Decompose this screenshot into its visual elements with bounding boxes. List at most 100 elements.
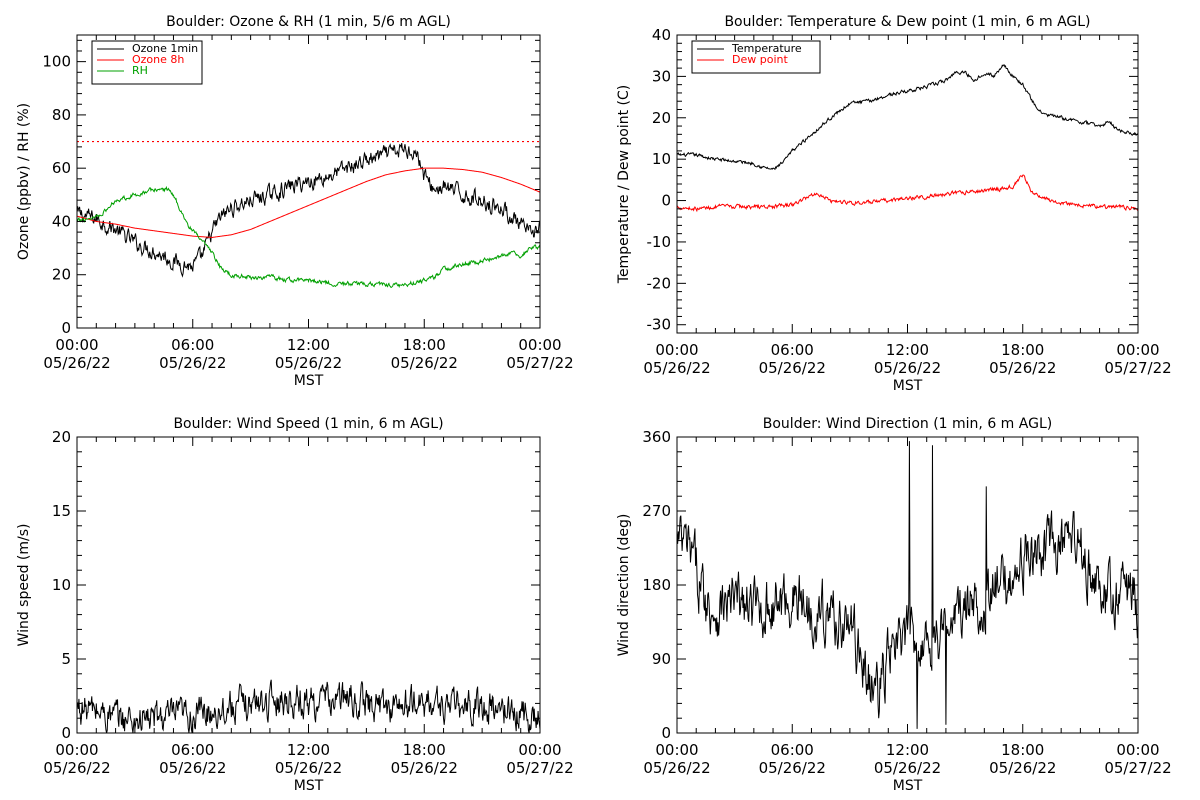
x-tick-time: 12:00 [287, 336, 330, 354]
legend-label: RH [132, 64, 148, 77]
x-tick-date: 05/27/22 [1104, 359, 1171, 377]
y-tick-label: 0 [61, 724, 71, 742]
y-tick-label: -30 [647, 316, 672, 334]
x-tick-date: 05/26/22 [43, 759, 110, 777]
x-tick-date: 05/26/22 [643, 359, 710, 377]
y-tick-label: 360 [642, 428, 671, 446]
plot-area [677, 441, 1138, 729]
x-tick-date: 05/26/22 [759, 759, 826, 777]
legend-label: Dew point [732, 53, 788, 66]
x-tick-time: 18:00 [1001, 341, 1044, 359]
panel-wind_dir: Boulder: Wind Direction (1 min, 6 m AGL)… [616, 416, 1172, 794]
y-tick-label: 20 [652, 109, 671, 127]
y-tick-label: 180 [642, 576, 671, 594]
y-axis-label: Wind direction (deg) [616, 514, 632, 657]
x-tick-time: 06:00 [171, 336, 214, 354]
x-tick-time: 00:00 [518, 741, 561, 759]
x-tick-date: 05/26/22 [275, 354, 342, 372]
x-tick-date: 05/26/22 [391, 759, 458, 777]
x-axis-label: MST [893, 378, 923, 394]
x-tick-time: 18:00 [403, 741, 446, 759]
y-tick-label: 30 [652, 67, 671, 85]
x-tick-time: 00:00 [655, 341, 698, 359]
y-tick-label: -20 [647, 274, 672, 292]
plot-area [677, 64, 1138, 213]
y-tick-label: 10 [652, 150, 671, 168]
legend-label: Ozone 8h [132, 53, 184, 66]
x-tick-time: 06:00 [771, 341, 814, 359]
y-axis-label: Temperature / Dew point (C) [616, 85, 632, 284]
y-tick-label: 0 [661, 724, 671, 742]
panel-wind_speed: Boulder: Wind Speed (1 min, 6 m AGL) 0 5 10… [16, 416, 574, 794]
chart-title: Boulder: Wind Direction (1 min, 6 m AGL) [763, 416, 1052, 432]
y-tick-label: 0 [661, 192, 671, 210]
x-tick-date: 05/26/22 [391, 354, 458, 372]
legend-label: Ozone 1min [132, 42, 198, 55]
series-ozone-1min [77, 143, 540, 278]
x-tick-date: 05/27/22 [506, 354, 573, 372]
chart-title: Boulder: Temperature & Dew point (1 min,… [724, 14, 1090, 30]
y-axis-label: Wind speed (m/s) [16, 524, 32, 647]
series-temperature [677, 64, 1138, 171]
series-wind_dir [677, 441, 1138, 729]
series-ozone-8h [77, 167, 540, 238]
x-tick-date: 05/26/22 [874, 759, 941, 777]
y-tick-label: 10 [52, 576, 71, 594]
chart-title: Boulder: Wind Speed (1 min, 6 m AGL) [173, 416, 443, 432]
y-tick-label: 15 [52, 502, 71, 520]
plot-area [77, 143, 540, 289]
y-tick-label: 20 [52, 266, 71, 284]
x-tick-time: 18:00 [1001, 741, 1044, 759]
y-tick-label: 20 [52, 428, 71, 446]
x-tick-date: 05/26/22 [43, 354, 110, 372]
chart-title: Boulder: Ozone & RH (1 min, 5/6 m AGL) [166, 14, 451, 30]
y-tick-label: -10 [647, 233, 672, 251]
axes-frame [676, 34, 1139, 334]
y-tick-label: 0 [61, 319, 71, 337]
y-tick-label: 60 [52, 159, 71, 177]
y-tick-label: 5 [61, 650, 71, 668]
y-tick-label: 270 [642, 502, 671, 520]
panel-temp_dew: Boulder: Temperature & Dew point (1 min,… [616, 14, 1172, 394]
axes-frame [676, 436, 1139, 734]
x-tick-time: 12:00 [886, 741, 929, 759]
plot-area [77, 679, 540, 733]
series-wind_speed [77, 679, 540, 733]
x-tick-date: 05/26/22 [874, 359, 941, 377]
series-dew-point [677, 174, 1138, 213]
x-tick-time: 12:00 [287, 741, 330, 759]
x-tick-date: 05/26/22 [275, 759, 342, 777]
y-tick-label: 100 [42, 53, 71, 71]
y-tick-label: 40 [652, 26, 671, 44]
axes-frame [76, 436, 541, 734]
x-axis-label: MST [294, 778, 324, 794]
y-tick-label: 40 [52, 212, 71, 230]
x-tick-date: 05/26/22 [159, 354, 226, 372]
x-tick-date: 05/26/22 [759, 359, 826, 377]
y-tick-label: 90 [652, 650, 671, 668]
x-tick-time: 00:00 [1116, 341, 1159, 359]
x-tick-time: 00:00 [55, 336, 98, 354]
x-axis-label: MST [294, 373, 324, 389]
x-tick-date: 05/27/22 [506, 759, 573, 777]
x-tick-time: 06:00 [171, 741, 214, 759]
x-tick-time: 12:00 [886, 341, 929, 359]
series-rh [77, 185, 540, 289]
x-tick-date: 05/26/22 [643, 759, 710, 777]
y-tick-label: 80 [52, 106, 71, 124]
legend-label: Temperature [731, 42, 802, 55]
x-tick-time: 00:00 [1116, 741, 1159, 759]
x-tick-time: 06:00 [771, 741, 814, 759]
x-tick-date: 05/26/22 [159, 759, 226, 777]
x-tick-date: 05/26/22 [989, 759, 1056, 777]
x-tick-time: 18:00 [403, 336, 446, 354]
y-axis-label: Ozone (ppbv) / RH (%) [16, 103, 32, 260]
x-tick-time: 00:00 [55, 741, 98, 759]
x-tick-time: 00:00 [655, 741, 698, 759]
x-tick-date: 05/27/22 [1104, 759, 1171, 777]
panel-ozone_rh: Boulder: Ozone & RH (1 min, 5/6 m AGL) 0 2… [16, 14, 574, 389]
x-axis-label: MST [893, 778, 923, 794]
